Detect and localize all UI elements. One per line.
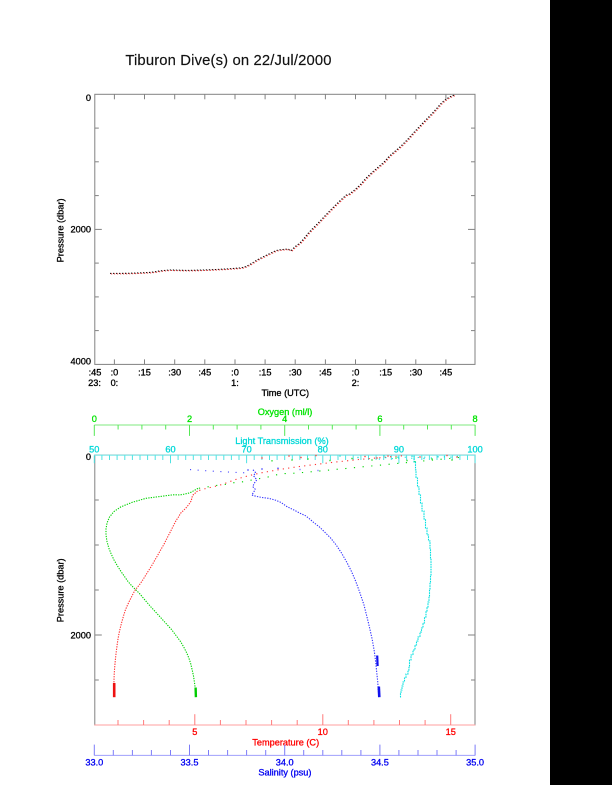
svg-text:2:: 2: bbox=[352, 378, 360, 388]
svg-text:50: 50 bbox=[89, 444, 99, 454]
svg-text:6: 6 bbox=[377, 414, 382, 424]
svg-text:0: 0 bbox=[92, 414, 97, 424]
svg-text:Salinity (psu): Salinity (psu) bbox=[258, 767, 311, 777]
svg-text:0: 0 bbox=[86, 452, 91, 462]
svg-text:4000: 4000 bbox=[71, 357, 91, 367]
svg-text::45: :45 bbox=[198, 367, 211, 377]
svg-text:2: 2 bbox=[187, 414, 192, 424]
svg-text::30: :30 bbox=[289, 367, 302, 377]
svg-text:Pressure (dbar): Pressure (dbar) bbox=[56, 198, 66, 262]
svg-text:Temperature (C): Temperature (C) bbox=[252, 738, 319, 748]
svg-text:Time (UTC): Time (UTC) bbox=[261, 388, 309, 398]
svg-text:Oxygen (ml/l): Oxygen (ml/l) bbox=[258, 407, 313, 417]
svg-text:5: 5 bbox=[192, 727, 197, 737]
svg-text:10: 10 bbox=[318, 727, 328, 737]
svg-text::45: :45 bbox=[319, 367, 332, 377]
svg-text::0: :0 bbox=[111, 367, 119, 377]
svg-text::0: :0 bbox=[231, 367, 239, 377]
svg-text:35.0: 35.0 bbox=[466, 757, 484, 767]
svg-text::15: :15 bbox=[379, 367, 392, 377]
svg-text:70: 70 bbox=[241, 444, 251, 454]
svg-text::0: :0 bbox=[352, 367, 360, 377]
svg-text:4: 4 bbox=[282, 414, 287, 424]
svg-text::45: :45 bbox=[89, 367, 102, 377]
svg-text:33.0: 33.0 bbox=[85, 757, 103, 767]
svg-text::15: :15 bbox=[138, 367, 151, 377]
svg-text:8: 8 bbox=[473, 414, 478, 424]
svg-text:Pressure (dbar): Pressure (dbar) bbox=[56, 558, 66, 622]
svg-text:34.5: 34.5 bbox=[371, 757, 389, 767]
svg-text::30: :30 bbox=[409, 367, 422, 377]
svg-text:2000: 2000 bbox=[71, 630, 91, 640]
svg-text:33.5: 33.5 bbox=[181, 757, 199, 767]
svg-text::45: :45 bbox=[440, 367, 453, 377]
svg-text:90: 90 bbox=[394, 444, 404, 454]
svg-text::15: :15 bbox=[259, 367, 272, 377]
svg-text:2000: 2000 bbox=[71, 225, 91, 235]
svg-text:Tiburon Dive(s) on 22/Jul/2000: Tiburon Dive(s) on 22/Jul/2000 bbox=[125, 53, 331, 69]
svg-text:0: 0 bbox=[86, 93, 91, 103]
svg-text:80: 80 bbox=[318, 444, 328, 454]
svg-text:60: 60 bbox=[165, 444, 175, 454]
svg-text:15: 15 bbox=[446, 727, 456, 737]
svg-text:34.0: 34.0 bbox=[276, 757, 294, 767]
svg-text:0:: 0: bbox=[111, 378, 119, 388]
svg-text:23:: 23: bbox=[88, 378, 101, 388]
svg-text:1:: 1: bbox=[231, 378, 239, 388]
svg-text::30: :30 bbox=[168, 367, 181, 377]
svg-text:Light Transmission (%): Light Transmission (%) bbox=[235, 436, 328, 446]
svg-text:100: 100 bbox=[467, 444, 482, 454]
